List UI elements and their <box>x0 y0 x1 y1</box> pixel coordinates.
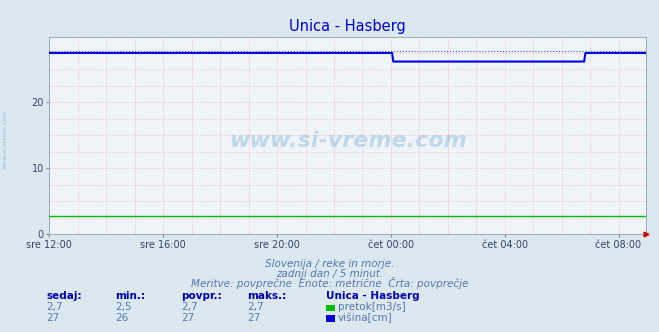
Text: sedaj:: sedaj: <box>46 291 82 301</box>
Text: povpr.:: povpr.: <box>181 291 222 301</box>
Text: maks.:: maks.: <box>247 291 287 301</box>
Text: www.si-vreme.com: www.si-vreme.com <box>229 131 467 151</box>
Text: pretok[m3/s]: pretok[m3/s] <box>338 302 406 312</box>
Text: 27: 27 <box>46 313 59 323</box>
Text: 26: 26 <box>115 313 129 323</box>
Text: 27: 27 <box>247 313 260 323</box>
Text: Slovenija / reke in morje.: Slovenija / reke in morje. <box>265 259 394 269</box>
Text: zadnji dan / 5 minut.: zadnji dan / 5 minut. <box>276 269 383 279</box>
Text: 2,5: 2,5 <box>115 302 132 312</box>
Title: Unica - Hasberg: Unica - Hasberg <box>289 19 406 34</box>
Text: 2,7: 2,7 <box>181 302 198 312</box>
Text: www.si-vreme.com: www.si-vreme.com <box>3 110 8 169</box>
Text: Meritve: povprečne  Enote: metrične  Črta: povprečje: Meritve: povprečne Enote: metrične Črta:… <box>191 277 468 289</box>
Text: 2,7: 2,7 <box>46 302 63 312</box>
Text: 2,7: 2,7 <box>247 302 264 312</box>
Text: Unica - Hasberg: Unica - Hasberg <box>326 291 420 301</box>
Text: višina[cm]: višina[cm] <box>338 313 393 323</box>
Text: 27: 27 <box>181 313 194 323</box>
Text: min.:: min.: <box>115 291 146 301</box>
